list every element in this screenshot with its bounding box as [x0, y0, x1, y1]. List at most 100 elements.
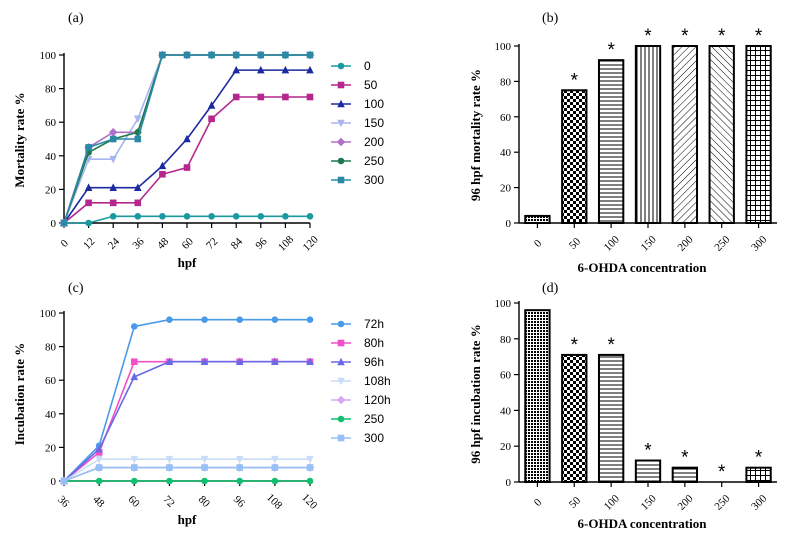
bar-0	[524, 214, 551, 224]
y-axis-title: 96 hpf incubation rate %	[468, 324, 483, 463]
y-tick-label: 60	[45, 117, 57, 129]
significance-star: *	[681, 448, 689, 469]
bar-250	[708, 45, 735, 224]
y-tick-label: 60	[500, 112, 512, 124]
data-point	[130, 455, 139, 464]
bar-100	[597, 59, 625, 224]
data-point	[85, 219, 92, 227]
data-point	[235, 357, 244, 366]
data-point	[282, 212, 289, 220]
data-point	[109, 212, 117, 220]
x-tick-label: 60	[180, 235, 197, 252]
x-tick-label: 200	[675, 492, 696, 513]
x-tick-label: 84	[229, 235, 246, 252]
data-point	[183, 51, 191, 59]
data-point	[109, 135, 117, 143]
data-point	[158, 161, 167, 170]
x-tick-label: 50	[567, 494, 584, 511]
data-point	[207, 101, 216, 109]
legend-label: 200	[364, 135, 384, 149]
series-line	[63, 360, 310, 482]
legend-item-0: 0	[331, 59, 371, 73]
bar-300	[745, 45, 772, 224]
y-axis-title: 96 hpf mortality rate %	[468, 69, 483, 201]
y-tick-label: 80	[500, 334, 512, 346]
data-point	[201, 477, 208, 485]
x-tick-label: 100	[602, 492, 623, 513]
data-point	[306, 51, 314, 59]
significance-star: *	[644, 441, 652, 462]
legend-label: 72h	[364, 317, 384, 331]
data-point	[306, 65, 314, 74]
legend-swatch-marker	[337, 119, 345, 128]
legend-item-50: 50	[331, 78, 378, 92]
y-tick-label: 20	[45, 184, 57, 196]
legend-label: 300	[364, 173, 384, 187]
data-point	[183, 134, 191, 143]
bar-300	[745, 466, 772, 483]
x-tick-label: 48	[90, 494, 107, 511]
data-point	[236, 464, 244, 471]
data-point	[165, 357, 174, 366]
legend-label: 120h	[364, 393, 391, 407]
significance-star: *	[607, 40, 615, 61]
x-tick-label: 250	[712, 492, 733, 513]
panel-label: (a)	[68, 11, 84, 26]
series-300	[60, 51, 314, 227]
legend-swatch-marker	[337, 357, 345, 366]
y-tick-label: 20	[500, 441, 512, 453]
legend-swatch-marker	[337, 415, 345, 423]
y-tick-label: 40	[500, 147, 512, 159]
data-point	[130, 323, 138, 330]
legend-item-96h: 96h	[331, 355, 384, 369]
significance-star: *	[755, 448, 763, 469]
x-tick-label: 36	[130, 235, 147, 252]
x-tick-label: 96	[253, 235, 270, 252]
legend-item-150: 150	[331, 116, 384, 130]
data-point	[232, 212, 240, 220]
y-tick-label: 20	[45, 442, 57, 454]
series-300	[60, 464, 314, 485]
y-tick-label: 80	[500, 76, 512, 88]
series-96h	[60, 357, 314, 485]
x-tick-label: 72	[161, 494, 177, 510]
legend-item-300: 300	[331, 173, 384, 187]
series-line	[63, 96, 310, 224]
x-tick-label: 120	[299, 492, 320, 513]
data-point	[200, 455, 209, 464]
bar-200	[671, 466, 699, 483]
data-point	[130, 464, 138, 471]
y-axis-title: Mortality rate %	[12, 92, 27, 187]
x-tick-label: 36	[55, 494, 72, 511]
x-tick-label: 150	[639, 492, 660, 513]
data-point	[201, 316, 208, 324]
series-0	[60, 212, 314, 227]
series-250	[60, 477, 314, 485]
x-tick-label: 12	[81, 236, 97, 252]
x-tick-label: 60	[125, 494, 142, 511]
series-line	[63, 318, 310, 482]
significance-star: *	[644, 26, 652, 47]
x-axis-title: hpf	[178, 512, 197, 527]
legend-item-120h: 120h	[331, 393, 391, 407]
y-tick-label: 80	[45, 84, 57, 96]
legend-item-108h: 108h	[331, 374, 391, 388]
y-tick-label: 20	[500, 183, 512, 195]
data-point	[134, 183, 142, 192]
legend-item-250: 250	[331, 412, 384, 426]
data-point	[159, 170, 166, 178]
bar-50	[561, 89, 588, 224]
x-tick-label: 50	[567, 235, 584, 252]
data-point	[95, 464, 103, 471]
data-point	[85, 144, 92, 151]
data-point	[108, 127, 118, 137]
bar-150	[634, 45, 662, 224]
data-point	[271, 357, 279, 366]
x-axis-title: 6-OHDA concentration	[578, 516, 708, 531]
data-point	[235, 455, 244, 464]
legend-label: 80h	[364, 336, 384, 350]
legend-swatch-marker	[337, 320, 345, 328]
data-point	[159, 51, 166, 59]
data-point	[257, 65, 265, 74]
incubation-line-chart: 0 20 40 60 80 100 (c) Incubation rate % hpf 36 48 6…	[12, 281, 391, 527]
